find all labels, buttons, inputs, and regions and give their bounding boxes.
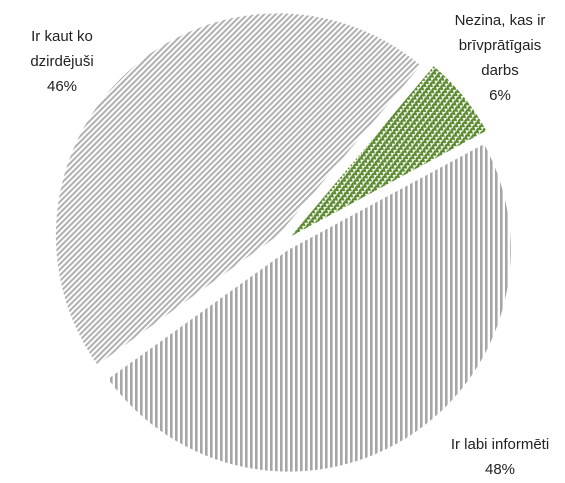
slice-label: Ir kaut ko dzirdējuši 46% bbox=[12, 24, 112, 99]
category-label: Ir labi informēti bbox=[450, 436, 550, 453]
slice-label: Ir labi informēti 48% bbox=[420, 432, 565, 482]
category-label: Ir kaut ko dzirdējuši bbox=[30, 28, 94, 70]
value-label: 46% bbox=[46, 78, 78, 95]
pie-slice bbox=[290, 66, 487, 237]
value-label: 48% bbox=[484, 461, 516, 478]
slice-label: Nezina, kas ir brīvprātīgais darbs 6% bbox=[441, 8, 559, 108]
category-label: Nezina, kas ir brīvprātīgais darbs bbox=[454, 12, 546, 79]
pie-slice bbox=[55, 13, 421, 365]
pie-slice bbox=[108, 144, 511, 472]
value-label: 6% bbox=[489, 87, 511, 104]
